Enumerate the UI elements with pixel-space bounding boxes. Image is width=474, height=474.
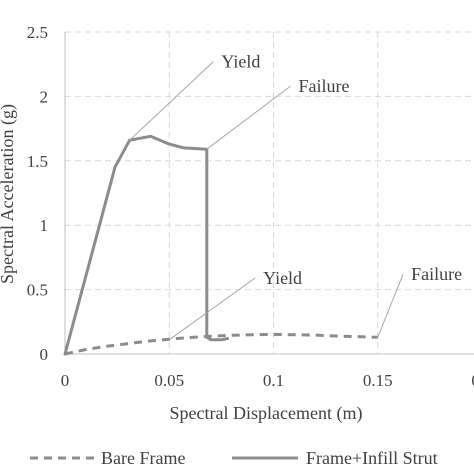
series-line-bare-frame (64, 332, 378, 356)
y-tick-label: 2 (40, 87, 49, 106)
tick-labels: 0 0.05 0.1 0.15 0.2 0 0.5 1 1.5 2 2.5 (27, 23, 474, 390)
series-layer (63, 134, 378, 356)
x-tick-label: 0.05 (154, 371, 184, 390)
y-axis-title: Spectral Acceleration (g) (0, 104, 18, 284)
series-line-frame-infill-strut (63, 134, 230, 356)
annotation-label-yield-bare-frame: Yield (263, 268, 302, 288)
y-tick-label: 2.5 (27, 23, 48, 42)
annotation-leader-failure-bare-frame (377, 273, 404, 338)
x-tick-label: 0.2 (471, 371, 474, 390)
axes (64, 32, 474, 355)
grid-lines (65, 31, 474, 354)
x-tick-label: 0.1 (263, 371, 284, 390)
legend-label-bare-frame: Bare Frame (101, 448, 185, 468)
legend-label-frame-infill-strut: Frame+Infill Strut (306, 448, 438, 468)
y-tick-label: 0.5 (27, 281, 48, 300)
x-axis-title: Spectral Displacement (m) (170, 403, 363, 424)
legend: Bare Frame Frame+Infill Strut (30, 448, 438, 468)
annotation-label-yield-frame-infill-strut: Yield (221, 52, 260, 72)
x-tick-label: 0 (61, 371, 70, 390)
y-tick-label: 1 (40, 216, 49, 235)
annotation-label-failure-frame-infill-strut: Failure (299, 76, 350, 96)
annotations: Yield Failure Yield Failure (129, 52, 462, 341)
y-tick-label: 0 (40, 345, 49, 364)
annotation-leader-yield-frame-infill-strut (129, 61, 214, 141)
annotation-leader-failure-frame-infill-strut (206, 85, 291, 150)
annotation-leader-yield-bare-frame (168, 277, 256, 341)
y-tick-label: 1.5 (27, 152, 48, 171)
x-tick-label: 0.15 (363, 371, 393, 390)
annotation-label-failure-bare-frame: Failure (411, 264, 462, 284)
